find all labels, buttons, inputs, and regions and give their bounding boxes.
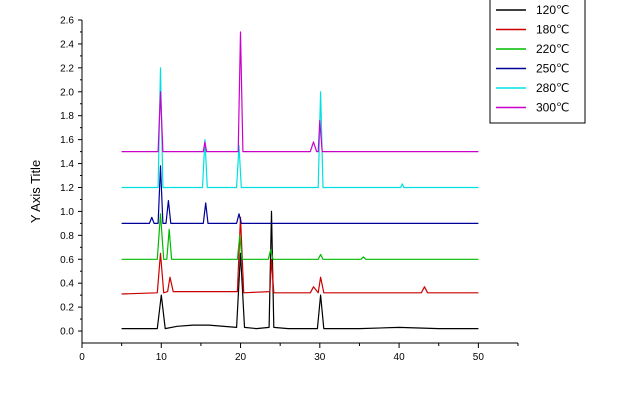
y-axis-title: Y Axis Title <box>28 160 43 223</box>
y-tick-label: 0.4 <box>60 279 74 290</box>
x-tick-label: 40 <box>394 352 406 363</box>
x-tick-label: 10 <box>156 352 168 363</box>
legend-label-3: 220℃ <box>536 42 570 56</box>
series-line-5 <box>121 67 479 189</box>
x-tick-label: 30 <box>314 352 326 363</box>
axes-layer: 0.0 0.2 0.4 0.6 0.8 1.0 1.2 1.4 1.6 1.8 2.0 2.2 2.4 2… <box>60 16 519 363</box>
legend: 120℃ 180℃ 220℃ 250℃ 280℃ 300℃ <box>489 0 586 124</box>
legend-box <box>489 0 586 124</box>
y-tick-label: 2.4 <box>60 39 74 50</box>
legend-label-4: 250℃ <box>536 62 570 76</box>
legend-label-5: 280℃ <box>536 81 570 95</box>
legend-label-1: 120℃ <box>536 3 570 17</box>
y-tick-label: 1.6 <box>60 135 74 146</box>
y-tick-label: 1.8 <box>60 111 74 122</box>
series-line-2 <box>121 216 479 295</box>
y-tick-label: 0.2 <box>60 303 74 314</box>
y-tick-label: 1.4 <box>60 159 74 170</box>
y-tick-label: 1.0 <box>60 207 74 218</box>
series-layer <box>121 31 479 330</box>
y-tick-label: 0.0 <box>60 327 74 338</box>
y-tick-label: 2.6 <box>60 16 74 27</box>
series-line-6 <box>121 31 479 153</box>
y-tick-label: 2.0 <box>60 87 74 98</box>
series-line-1 <box>121 210 479 330</box>
y-tick-label: 0.8 <box>60 231 74 242</box>
x-tick-label: 20 <box>235 352 247 363</box>
legend-label-6: 300℃ <box>536 101 570 115</box>
y-tick-label: 0.6 <box>60 255 74 266</box>
series-line-4 <box>121 165 479 224</box>
y-tick-label: 2.2 <box>60 63 74 74</box>
x-tick-label: 0 <box>79 352 85 363</box>
legend-label-2: 180℃ <box>536 23 570 37</box>
series-line-3 <box>121 213 479 260</box>
x-tick-label: 50 <box>473 352 485 363</box>
y-tick-label: 1.2 <box>60 183 74 194</box>
